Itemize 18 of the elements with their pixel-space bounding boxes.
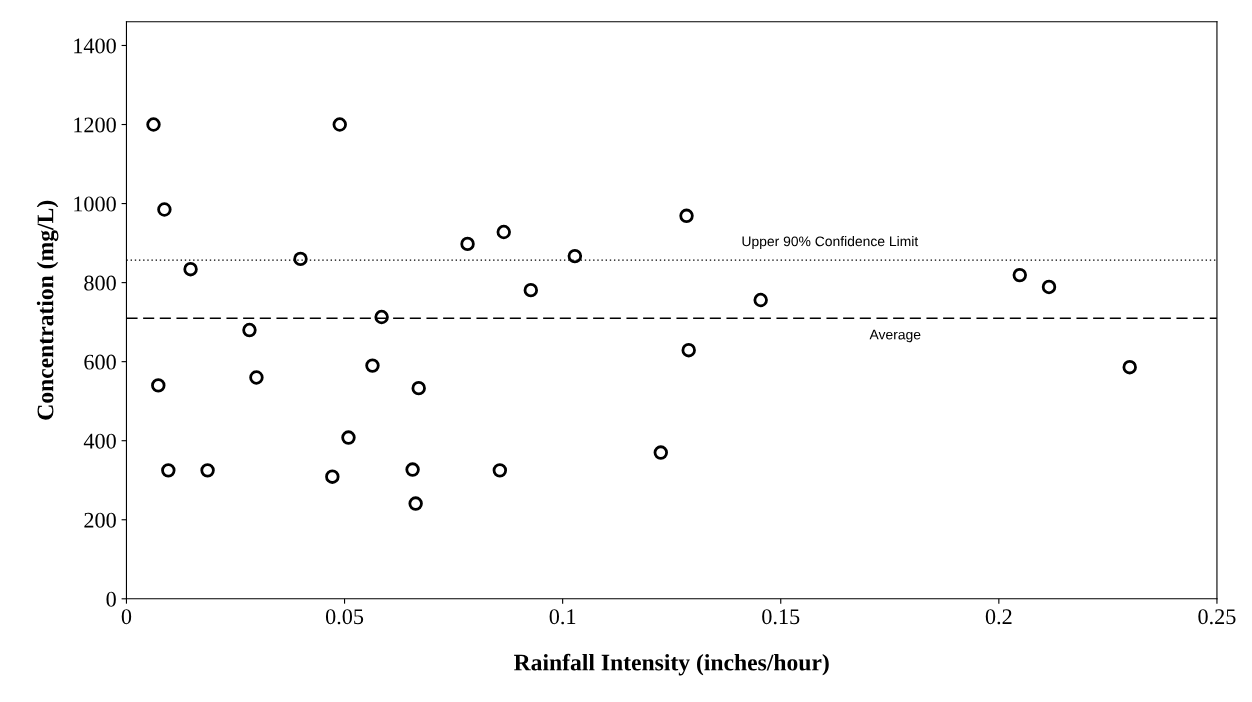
x-tick-label: 0.25 [1198,609,1236,625]
y-tick-label: 1000 [74,196,116,212]
ref-line-label: Upper 90% Confidence Limit [742,236,919,249]
y-tick-label: 1400 [74,38,116,54]
y-axis-title: Concentration (mg/L) [36,200,59,420]
y-tick-label: 1200 [74,117,116,133]
y-tick-label: 0 [106,591,116,607]
x-tick-label: 0 [121,609,132,625]
y-tick-label: 800 [84,275,116,291]
ref-line-label: Average [869,329,921,343]
x-tick-label: 0.15 [762,609,800,625]
x-axis-title: Rainfall Intensity (inches/hour) [514,653,829,676]
y-tick-label: 200 [84,512,116,528]
y-tick-label: 600 [84,354,116,370]
x-tick-label: 0.05 [325,609,364,625]
x-tick-label: 0.2 [985,609,1012,625]
y-tick-label: 400 [83,433,116,449]
x-tick-label: 0.1 [549,609,576,625]
